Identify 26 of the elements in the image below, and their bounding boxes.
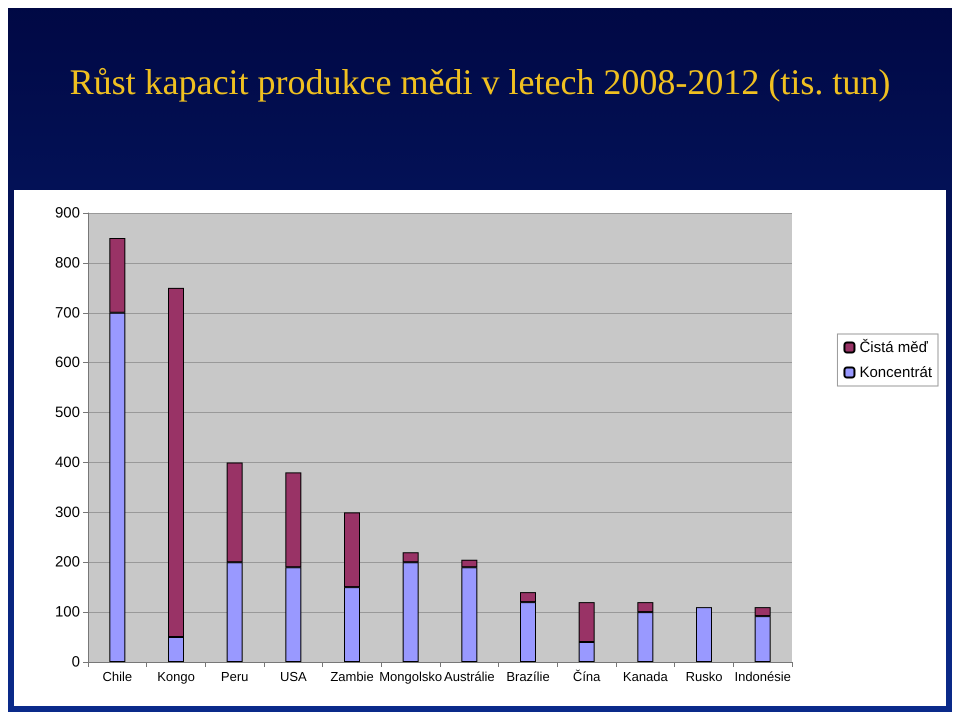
x-tick-label: Austrálie bbox=[444, 669, 495, 684]
x-tick-label: Brazílie bbox=[506, 669, 550, 684]
x-tick-label: Kanada bbox=[622, 669, 669, 684]
x-tick-label: Peru bbox=[220, 669, 248, 684]
x-tick-label: Chile bbox=[102, 669, 132, 684]
x-tick-label: Čína bbox=[572, 669, 602, 684]
y-tick-label: 700 bbox=[54, 304, 80, 322]
y-tick-label: 0 bbox=[72, 654, 80, 670]
legend-label: Čistá měď bbox=[859, 338, 929, 356]
y-tick-label: 800 bbox=[54, 254, 80, 272]
y-tick-label: 100 bbox=[54, 604, 80, 621]
x-tick-label: USA bbox=[280, 669, 308, 684]
x-tick-label: Indonésie bbox=[734, 669, 791, 684]
y-tick-label: 200 bbox=[54, 554, 80, 571]
y-tick-label: 300 bbox=[54, 504, 80, 521]
y-tick-label: 400 bbox=[54, 454, 80, 471]
x-tick-label: Zambie bbox=[330, 669, 374, 684]
y-tick-label: 900 bbox=[54, 204, 80, 222]
legend-label: Koncentrát bbox=[859, 364, 933, 381]
y-tick-label: 500 bbox=[54, 404, 80, 422]
y-tick-label: 600 bbox=[54, 354, 80, 372]
x-tick-label: Kongo bbox=[157, 669, 195, 684]
chart-title: Růst kapacit produkce mědi v letech 2008-2012 (tis. tun) bbox=[70, 62, 890, 102]
x-tick-label: Mongolsko bbox=[379, 669, 442, 684]
bar bbox=[696, 607, 712, 662]
x-tick-label: Rusko bbox=[686, 669, 722, 684]
